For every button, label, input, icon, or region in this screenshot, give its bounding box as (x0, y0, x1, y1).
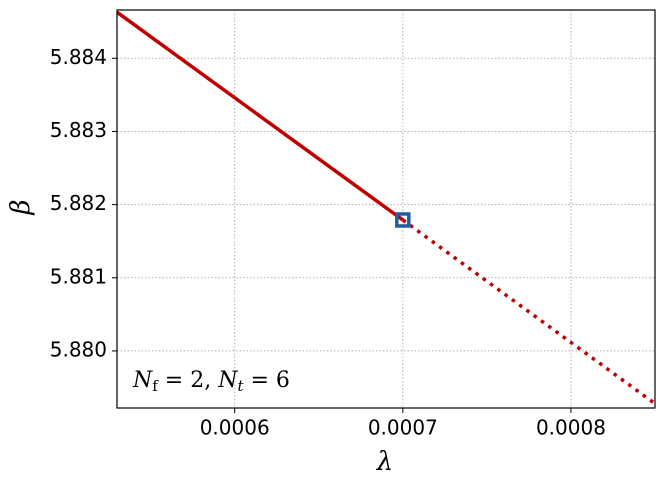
y-tick-label: 5.881 (50, 264, 107, 288)
annotation-part: t (237, 377, 244, 395)
annotation-part: f (152, 377, 159, 395)
annotation: Nf = 2, Nt = 6 (132, 368, 290, 395)
y-tick-label: 5.882 (50, 191, 107, 215)
annotation-part: = 2, (158, 368, 218, 393)
x-tick-label: 0.0006 (200, 416, 270, 440)
y-tick-label: 5.884 (50, 45, 107, 69)
line (401, 218, 655, 406)
plot-frame (116, 9, 656, 409)
annotation-part: = 6 (244, 368, 290, 393)
annotation-part: N (132, 368, 153, 393)
annotation-part: N (217, 368, 238, 393)
y-tick-label: 5.883 (50, 118, 107, 142)
y-axis-label: β (6, 199, 36, 215)
x-axis-label: λ (376, 447, 393, 477)
line (117, 10, 404, 222)
marker (395, 212, 411, 228)
y-tick-label: 5.880 (50, 337, 107, 361)
x-tick-label: 0.0008 (536, 416, 606, 440)
x-tick-label: 0.0007 (368, 416, 438, 440)
